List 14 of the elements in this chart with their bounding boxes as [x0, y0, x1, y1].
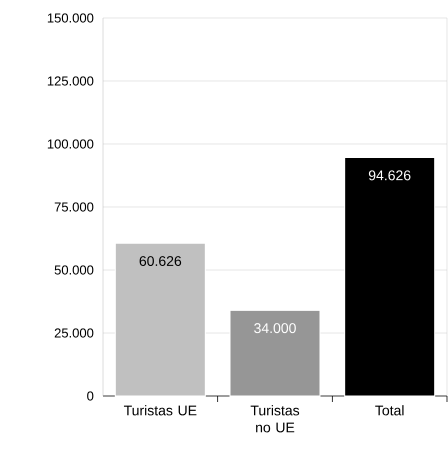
x-tick-label: Turistas UE — [124, 405, 196, 416]
data-label: 60.626 — [140, 256, 182, 266]
y-tick-label: 125.000 — [48, 76, 94, 86]
y-tick-label: 75.000 — [54, 202, 94, 212]
data-label: 94.626 — [368, 170, 410, 180]
y-tick-label: 0 — [87, 391, 94, 401]
bar — [230, 310, 320, 396]
data-label: 34.000 — [254, 323, 296, 334]
x-tick-label: Turistas no UE — [250, 405, 300, 432]
y-tick-label: 150.000 — [48, 13, 94, 23]
y-tick-label: 100.000 — [48, 139, 94, 149]
y-tick-label: 25.000 — [54, 328, 94, 338]
x-tick-label: Total — [375, 405, 404, 416]
y-tick-label: 50.000 — [54, 265, 94, 275]
